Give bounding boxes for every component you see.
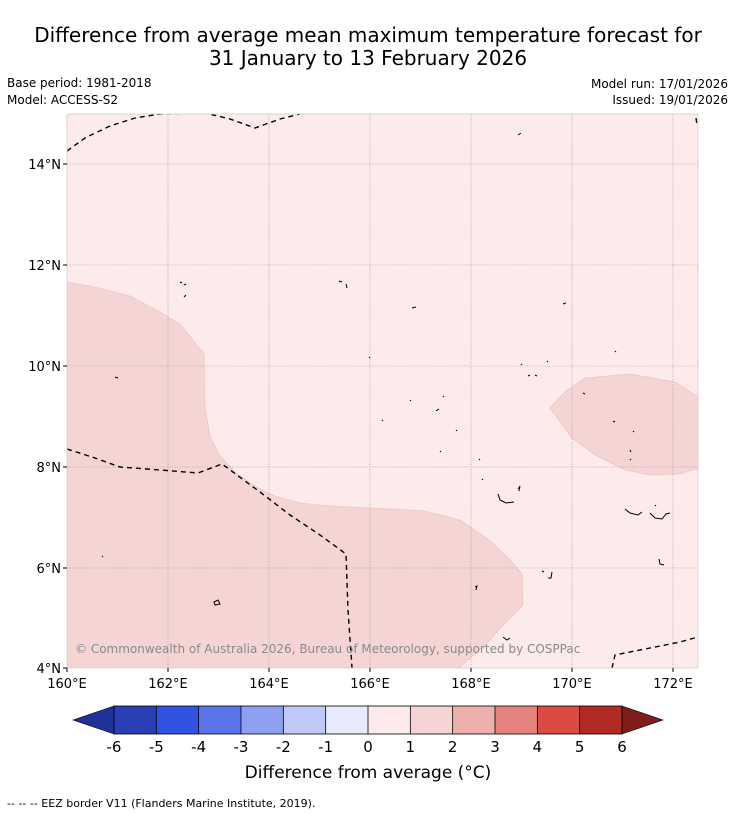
lon-tick-label: 160°E xyxy=(47,677,87,692)
colorbar-tick: 0 xyxy=(363,738,373,756)
lon-tick-label: 166°E xyxy=(350,677,390,692)
colorbar: -6 -5 -4 -3 -2 -1 0 1 2 3 4 5 6 xyxy=(72,705,664,756)
colorbar-segment xyxy=(114,706,157,734)
title-line-1: Difference from average mean maximum tem… xyxy=(34,23,702,47)
lat-axis: 4°N 6°N 8°N 10°N 12°N 14°N xyxy=(28,158,67,677)
colorbar-segment xyxy=(241,706,284,734)
colorbar-extend-low xyxy=(72,705,115,735)
colorbar-title: Difference from average (°C) xyxy=(244,763,492,783)
map-frame xyxy=(66,113,699,669)
colorbar-tick: 1 xyxy=(406,738,416,756)
colorbar-segment xyxy=(156,706,199,734)
colorbar-tick: 3 xyxy=(490,738,500,756)
colorbar-tick: 6 xyxy=(617,738,627,756)
lat-tick-label: 8°N xyxy=(37,461,62,476)
colorbar-segment xyxy=(368,706,411,734)
colorbar-segment xyxy=(495,706,538,734)
colorbar-segment xyxy=(198,706,241,734)
colorbar-segment xyxy=(283,706,326,734)
colorbar-segment xyxy=(537,706,580,734)
colorbar-tick: -1 xyxy=(318,738,333,756)
lat-tick-label: 10°N xyxy=(28,360,61,375)
colorbar-tick: 4 xyxy=(533,738,543,756)
lon-tick-label: 164°E xyxy=(249,677,289,692)
map-area: © Commonwealth of Australia 2026, Bureau… xyxy=(67,114,698,668)
colorbar-tick: -4 xyxy=(191,738,206,756)
lat-tick-label: 14°N xyxy=(28,158,61,173)
gridlines xyxy=(67,114,698,668)
lat-tick-label: 6°N xyxy=(37,562,62,577)
islands xyxy=(101,132,671,641)
colorbar-tick: -2 xyxy=(276,738,291,756)
issued-date: Issued: 19/01/2026 xyxy=(612,93,728,107)
lon-tick-label: 170°E xyxy=(552,677,592,692)
colorbar-extend-high xyxy=(621,705,664,735)
colorbar-segment xyxy=(410,706,453,734)
lon-tick-label: 172°E xyxy=(653,677,693,692)
colorbar-tick: 5 xyxy=(575,738,585,756)
colorbar-tick: -3 xyxy=(234,738,249,756)
colorbar-segment xyxy=(325,706,368,734)
colorbar-tick: 2 xyxy=(448,738,458,756)
eez-borders xyxy=(67,114,698,668)
model-name: Model: ACCESS-S2 xyxy=(7,93,119,107)
anomaly-region-west xyxy=(67,281,524,668)
model-run: Model run: 17/01/2026 xyxy=(590,77,728,91)
anomaly-region-east xyxy=(549,373,698,476)
colorbar-tick: -5 xyxy=(149,738,164,756)
eez-legend-note: -- -- -- EEZ border V11 (Flanders Marine… xyxy=(7,797,316,810)
colorbar-tick: -6 xyxy=(107,738,122,756)
title-line-2: 31 January to 13 February 2026 xyxy=(208,46,528,70)
lon-tick-label: 168°E xyxy=(451,677,491,692)
lon-tick-label: 162°E xyxy=(148,677,188,692)
colorbar-segment xyxy=(452,706,495,734)
lat-tick-label: 4°N xyxy=(37,662,62,677)
base-period: Base period: 1981-2018 xyxy=(7,76,152,90)
copyright-notice: © Commonwealth of Australia 2026, Bureau… xyxy=(75,642,580,656)
colorbar-segment xyxy=(579,706,622,734)
lon-axis: 160°E 162°E 164°E 166°E 168°E 170°E 172°… xyxy=(47,668,693,692)
lat-tick-label: 12°N xyxy=(28,259,61,274)
